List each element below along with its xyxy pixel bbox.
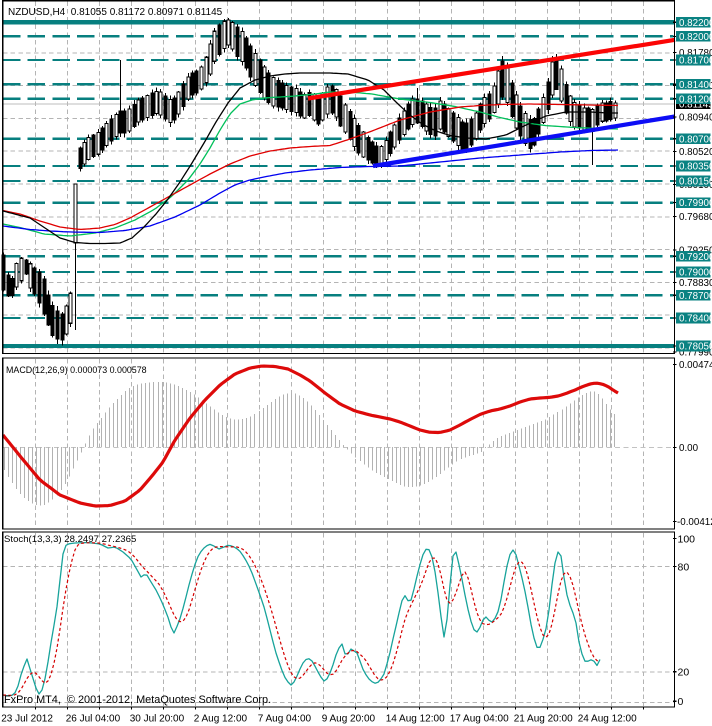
svg-text:26 Jul 04:00: 26 Jul 04:00 bbox=[66, 714, 121, 725]
svg-text:0.82200: 0.82200 bbox=[679, 18, 712, 29]
svg-text:0.79200: 0.79200 bbox=[679, 252, 712, 263]
svg-text:0.80520: 0.80520 bbox=[679, 147, 712, 158]
svg-text:0.79680: 0.79680 bbox=[679, 212, 712, 223]
svg-text:NZDUSD,H4 0.81055 0.81172 0.8: NZDUSD,H4 0.81055 0.81172 0.80971 0.8114… bbox=[8, 7, 223, 18]
svg-text:0.80700: 0.80700 bbox=[679, 134, 712, 145]
svg-text:21 Aug 20:00: 21 Aug 20:00 bbox=[514, 714, 573, 725]
svg-text:0.80150: 0.80150 bbox=[679, 177, 712, 188]
svg-text:-0.00412: -0.00412 bbox=[677, 517, 712, 528]
svg-text:14 Aug 12:00: 14 Aug 12:00 bbox=[386, 714, 445, 725]
svg-text:0.78830: 0.78830 bbox=[679, 278, 712, 289]
svg-text:0.79900: 0.79900 bbox=[679, 198, 712, 209]
svg-text:FxPro MT4, © 2001-2012, MetaQ: FxPro MT4, © 2001-2012, MetaQuotes Softw… bbox=[4, 694, 271, 706]
svg-text:0.00474: 0.00474 bbox=[679, 360, 712, 371]
svg-text:MACD(12,26,9) 0.000073 0.00057: MACD(12,26,9) 0.000073 0.000578 bbox=[6, 365, 147, 375]
svg-text:Stoch(13,3,3) 28.2497 27.2365: Stoch(13,3,3) 28.2497 27.2365 bbox=[4, 534, 136, 545]
svg-text:80: 80 bbox=[678, 561, 690, 573]
svg-text:0.81145: 0.81145 bbox=[679, 100, 712, 111]
svg-text:0.81780: 0.81780 bbox=[679, 48, 712, 59]
svg-text:0.81200: 0.81200 bbox=[679, 94, 712, 105]
svg-text:30 Jul 20:00: 30 Jul 20:00 bbox=[130, 714, 185, 725]
svg-text:20: 20 bbox=[678, 667, 690, 679]
svg-text:0.82000: 0.82000 bbox=[679, 32, 712, 43]
svg-text:100: 100 bbox=[678, 533, 696, 545]
svg-text:0.78700: 0.78700 bbox=[679, 291, 712, 302]
svg-text:17 Aug 04:00: 17 Aug 04:00 bbox=[450, 714, 509, 725]
svg-text:7 Aug 04:00: 7 Aug 04:00 bbox=[258, 714, 312, 725]
svg-text:0.77990: 0.77990 bbox=[679, 347, 712, 358]
svg-text:24 Aug 12:00: 24 Aug 12:00 bbox=[578, 714, 637, 725]
svg-text:0.00: 0.00 bbox=[679, 443, 699, 454]
svg-text:9 Aug 20:00: 9 Aug 20:00 bbox=[322, 714, 376, 725]
svg-text:0.80350: 0.80350 bbox=[679, 162, 712, 173]
svg-text:0.81700: 0.81700 bbox=[679, 56, 712, 67]
svg-text:0.80940: 0.80940 bbox=[679, 112, 712, 123]
svg-text:23 Jul 2012: 23 Jul 2012 bbox=[1, 714, 53, 725]
svg-text:0.81400: 0.81400 bbox=[679, 80, 712, 91]
svg-text:0.79250: 0.79250 bbox=[679, 245, 712, 256]
svg-text:0: 0 bbox=[678, 696, 684, 708]
svg-text:0.79000: 0.79000 bbox=[679, 268, 712, 279]
svg-text:0.78050: 0.78050 bbox=[679, 342, 712, 353]
svg-text:0.78400: 0.78400 bbox=[679, 314, 712, 325]
svg-text:2 Aug 12:00: 2 Aug 12:00 bbox=[194, 714, 248, 725]
